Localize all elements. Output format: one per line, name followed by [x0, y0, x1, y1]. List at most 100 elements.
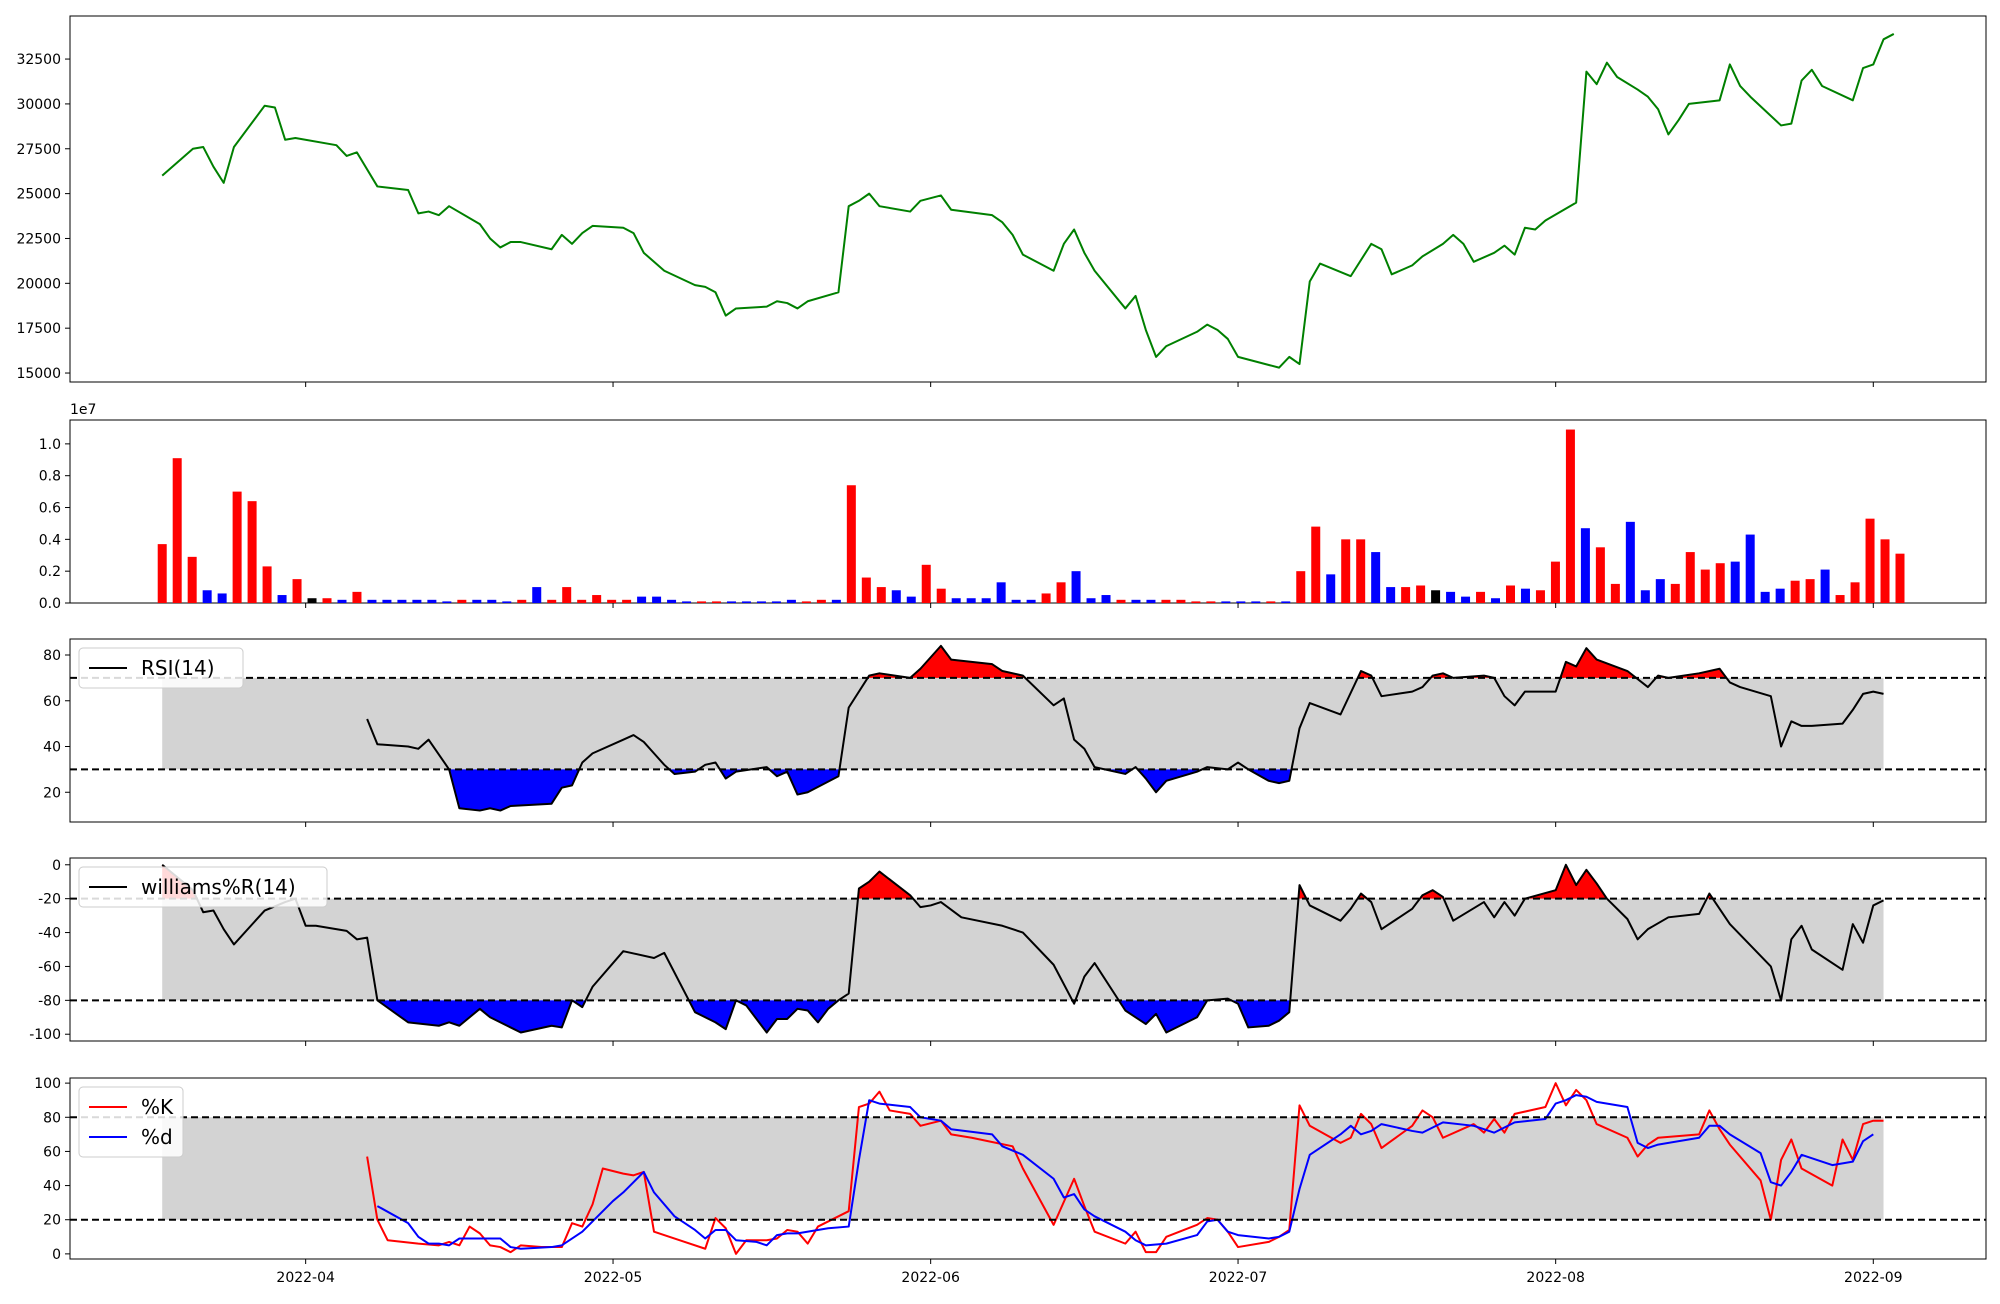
volume-bar — [891, 590, 901, 603]
volume-bar — [1670, 583, 1680, 603]
neutral-band — [162, 677, 1884, 770]
y-tick-label: 1.0 — [39, 437, 61, 453]
volume-bar — [1371, 552, 1381, 603]
volume-bar — [472, 599, 482, 603]
stochastic-panel: 0 20 40 60 80 100 2022-04 2022-05 2022-06 2022-07… — [34, 1076, 1987, 1286]
volume-bar — [1476, 591, 1486, 603]
volume-bar — [1056, 582, 1066, 603]
legend-box — [78, 647, 244, 689]
volume-bar — [352, 591, 362, 603]
volume-bar — [1101, 595, 1111, 603]
y-tick-label: 0 — [52, 858, 61, 874]
volume-bar — [1580, 528, 1590, 603]
volume-bar — [831, 599, 841, 603]
volume-bar — [1565, 429, 1575, 603]
volume-bar — [1011, 599, 1021, 603]
williams-line — [161, 863, 1884, 1034]
volume-bar — [1176, 599, 1186, 603]
volume-bar — [457, 599, 467, 603]
y-tick-label: 60 — [43, 694, 61, 710]
volume-bar — [292, 579, 302, 603]
volume-bar — [247, 501, 257, 603]
volume-bar — [1266, 601, 1276, 603]
oversold-fill — [1118, 1000, 1208, 1033]
volume-bar — [637, 596, 647, 603]
x-tick-label: 2022-04 — [276, 1270, 335, 1286]
volume-bar — [1401, 587, 1411, 603]
y-tick-label: 25000 — [16, 187, 61, 203]
oversold-fill — [1248, 769, 1292, 784]
y-tick-label: 0.8 — [39, 469, 61, 485]
volume-bar — [1251, 601, 1261, 603]
price-panel: 15000 17500 20000 22500 25000 27500 30000 32500 — [16, 15, 1987, 387]
volume-bar — [1730, 561, 1740, 603]
volume-bar — [712, 601, 722, 603]
y-tick-label: -80 — [38, 993, 61, 1009]
volume-bar — [667, 599, 677, 603]
volume-bar — [1071, 571, 1081, 603]
overbought-fill — [1560, 648, 1637, 678]
overbought-fill — [1430, 673, 1454, 678]
x-tick-label: 2022-05 — [584, 1270, 643, 1286]
y-tick-label: 100 — [34, 1076, 61, 1092]
axes-frame — [69, 419, 1987, 604]
volume-bar — [1206, 601, 1216, 603]
volume-bar — [1895, 553, 1905, 603]
volume-bar — [1865, 518, 1875, 603]
axes-frame — [69, 638, 1987, 823]
volume-bar — [1461, 596, 1471, 603]
y-tick-label: 0 — [52, 1247, 61, 1263]
volume-bar — [1820, 569, 1830, 603]
volume-panel: 0.0 0.2 0.4 0.6 0.8 1.0 1e7 — [39, 402, 1987, 612]
volume-bar — [1311, 526, 1321, 603]
volume-bar — [756, 601, 766, 603]
volume-bar — [1431, 590, 1441, 603]
axes-frame — [69, 1077, 1987, 1260]
overbought-fill — [1357, 671, 1373, 678]
volume-bar — [502, 601, 512, 603]
y-tick-label: 22500 — [16, 231, 61, 247]
volume-bar — [786, 599, 796, 603]
volume-bar — [397, 599, 407, 603]
volume-bar — [1625, 521, 1635, 603]
y-tick-label: 20 — [43, 1213, 61, 1229]
y-tick-label: 30000 — [16, 97, 61, 113]
volume-bar — [1640, 590, 1650, 603]
volume-bar — [307, 598, 317, 603]
volume-bar — [1595, 547, 1605, 603]
volume-bar — [1760, 591, 1770, 603]
oversold-fill — [688, 1000, 736, 1030]
volume-bar — [547, 599, 557, 603]
volume-bar — [1086, 598, 1096, 603]
axes-frame — [69, 15, 1987, 383]
volume-bar — [442, 601, 452, 603]
y-tick-label: 15000 — [16, 366, 61, 382]
volume-bar — [187, 556, 197, 603]
volume-bar — [1685, 552, 1695, 603]
volume-bar — [607, 599, 617, 603]
y-tick-label: -20 — [38, 892, 61, 908]
volume-bar — [906, 596, 916, 603]
volume-bar — [1790, 580, 1800, 603]
legend-box — [78, 1086, 184, 1158]
volume-bar — [1281, 601, 1291, 603]
volume-bar — [412, 599, 422, 603]
volume-bar — [921, 564, 931, 603]
y-tick-label: 40 — [43, 740, 61, 756]
volume-bar — [726, 601, 736, 603]
volume-bar — [936, 588, 946, 603]
y-tick-label: 60 — [43, 1144, 61, 1160]
volume-bar — [367, 599, 377, 603]
volume-bar — [1850, 582, 1860, 603]
y-tick-label: 0.2 — [39, 564, 61, 580]
overbought-fill — [1419, 890, 1444, 899]
volume-bar — [1505, 585, 1515, 603]
volume-bar — [741, 601, 751, 603]
volume-bar — [232, 491, 242, 603]
volume-bar — [1146, 599, 1156, 603]
volume-bar — [1520, 588, 1530, 603]
volume-bar — [532, 587, 542, 603]
volume-bar — [996, 582, 1006, 603]
y-tick-label: 27500 — [16, 142, 61, 158]
